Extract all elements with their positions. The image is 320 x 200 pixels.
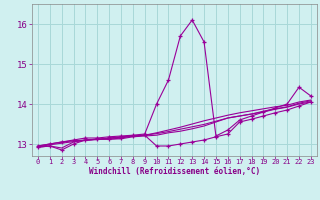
X-axis label: Windchill (Refroidissement éolien,°C): Windchill (Refroidissement éolien,°C) (89, 167, 260, 176)
